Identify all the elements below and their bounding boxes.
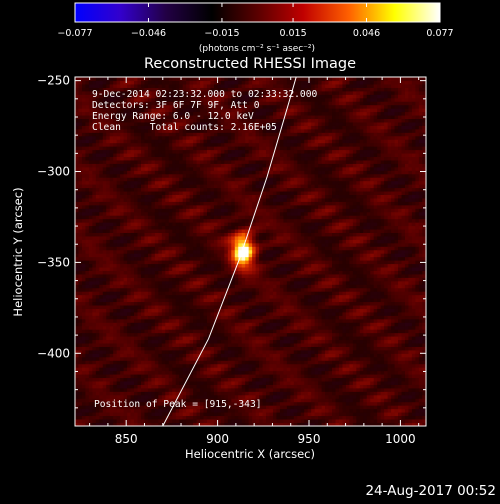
footer-timestamp: 24-Aug-2017 00:52: [365, 483, 496, 499]
x-tick-label: 1000: [385, 432, 416, 446]
chart-title: Reconstructed RHESSI Image: [144, 56, 356, 72]
y-tick-label: −350: [37, 255, 70, 269]
colorbar-tick-label: −0.046: [131, 28, 166, 39]
x-tick-label: 900: [206, 432, 229, 446]
y-tick-label: −250: [37, 74, 70, 88]
info-line-time: 9-Dec-2014 02:23:32.000 to 02:33:32.000: [92, 89, 317, 100]
colorbar: −0.077 −0.046 −0.015 0.015 0.046 0.077 (photo…: [57, 3, 453, 54]
x-tick-label: 850: [115, 432, 138, 446]
colorbar-tick-label: −0.077: [57, 28, 92, 39]
colorbar-bar: [75, 3, 440, 22]
colorbar-tick-label: 0.015: [279, 28, 306, 39]
colorbar-tick-label: 0.046: [353, 28, 380, 39]
colorbar-tick-label: 0.077: [426, 28, 453, 39]
colorbar-tick-label: −0.015: [204, 28, 239, 39]
y-tick-label: −300: [37, 165, 70, 179]
y-tick-label: −400: [37, 346, 70, 360]
info-line-clean: Clean Total counts: 2.16E+05: [92, 122, 277, 133]
info-line-detectors: Detectors: 3F 6F 7F 9F, Att 0: [92, 100, 260, 111]
y-axis-label: Heliocentric Y (arcsec): [11, 187, 25, 316]
info-line-energy: Energy Range: 6.0 - 12.0 keV: [92, 111, 254, 122]
x-tick-label: 950: [298, 432, 321, 446]
peak-position-label: Position of Peak = [915,-343]: [94, 399, 262, 410]
x-axis-label: Heliocentric X (arcsec): [185, 447, 315, 461]
colorbar-unit-label: (photons cm⁻² s⁻¹ asec⁻²): [199, 44, 315, 54]
